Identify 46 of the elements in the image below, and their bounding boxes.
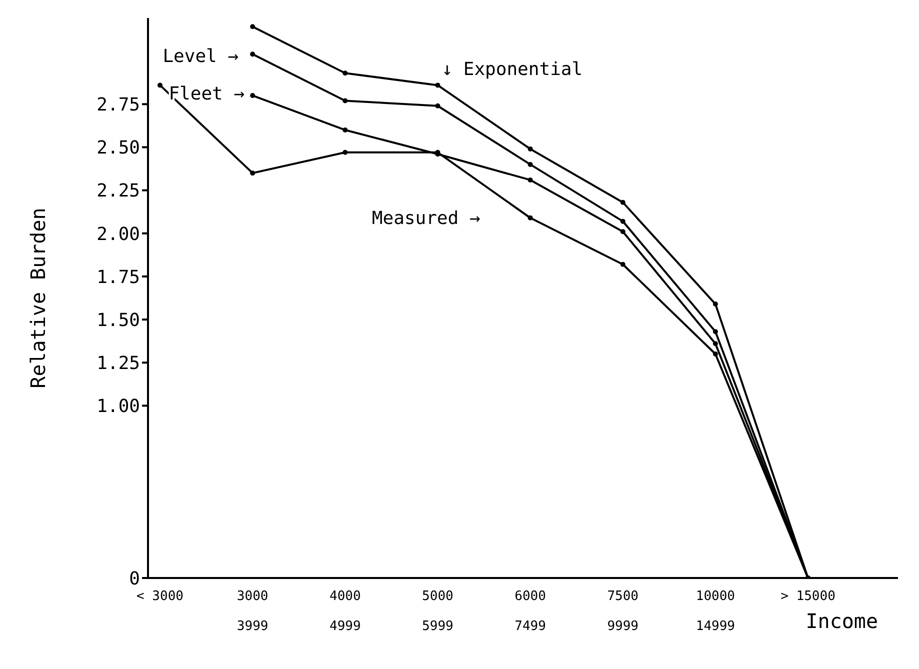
- y-tick-label: 2.50: [96, 138, 140, 159]
- x-tick-label: > 15000: [780, 589, 836, 604]
- y-axis-title: Relative Burden: [26, 208, 50, 388]
- point: [528, 215, 533, 220]
- y-tick-label: 1.00: [96, 396, 140, 418]
- x-tick-label: 6000 7499: [514, 589, 546, 634]
- series-label: Level →: [162, 46, 239, 68]
- x-tick-label: 10000 14999: [696, 589, 735, 634]
- x-tick-label: 3000 3999: [236, 589, 268, 634]
- y-tick-label: 0: [129, 568, 140, 590]
- point: [158, 82, 162, 88]
- x-tick-label: < 3000: [136, 589, 184, 604]
- point: [435, 82, 440, 88]
- y-tick-label: 2.75: [96, 94, 140, 116]
- series-label: Measured →: [372, 208, 480, 229]
- x-axis-title: Income: [806, 609, 878, 633]
- point: [250, 52, 256, 57]
- point: [620, 200, 626, 205]
- point: [342, 70, 348, 76]
- y-tick-label: 1.50: [96, 310, 140, 331]
- point: [620, 262, 626, 267]
- point: [528, 162, 533, 167]
- point: [528, 177, 533, 182]
- y-tick-label: 1.25: [96, 353, 140, 374]
- point: [712, 352, 718, 356]
- point: [620, 218, 626, 224]
- y-tick-label: 2.00: [96, 224, 140, 245]
- point: [712, 302, 718, 307]
- point: [620, 229, 626, 234]
- point: [435, 103, 440, 108]
- x-tick-label: 4000 4999: [329, 589, 361, 634]
- y-tick-label: 1.75: [96, 266, 140, 288]
- x-tick-label: 7500 9999: [607, 589, 639, 634]
- point: [250, 24, 256, 30]
- x-tick-label: 5000 5999: [422, 589, 454, 634]
- point: [250, 93, 256, 98]
- point: [250, 170, 256, 176]
- series-label: Fleet →: [168, 84, 245, 105]
- point: [528, 146, 533, 152]
- point: [342, 150, 348, 155]
- series-label: ↓ Exponential: [442, 59, 583, 80]
- point: [712, 329, 718, 334]
- point: [342, 98, 348, 104]
- y-tick-label: 2.25: [96, 180, 140, 202]
- point: [342, 128, 348, 132]
- point: [712, 341, 718, 346]
